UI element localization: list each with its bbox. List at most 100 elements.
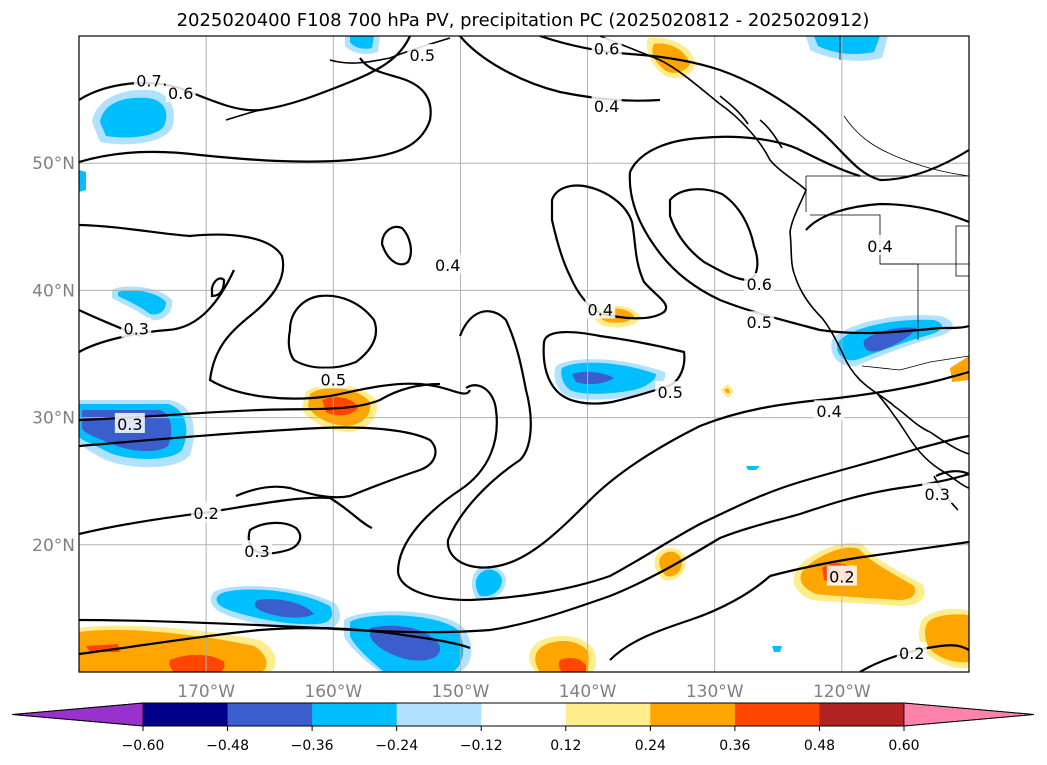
contour-label-halo: [318, 368, 349, 389]
contour-line: [210, 277, 226, 298]
colorbar-segment: [565, 703, 651, 726]
contour-line: [459, 36, 661, 102]
colorbar-tick-label: 0.12: [550, 738, 581, 754]
precip-neg-left-edge: [79, 170, 86, 192]
colorbar-segment: [143, 703, 229, 726]
contour-label: 0.5: [321, 370, 346, 389]
contour-label-halo: [407, 44, 438, 65]
contour-line: [859, 644, 969, 672]
contour-label-halo: [922, 482, 953, 503]
colorbar-segment: [227, 703, 313, 726]
contour-label: 0.4: [588, 300, 613, 319]
contour-label-halo: [114, 412, 145, 433]
contour-label: 0.4: [594, 97, 619, 116]
contour-label-halo: [432, 253, 463, 274]
contour-line: [769, 540, 969, 578]
contour-line: [79, 626, 471, 656]
colorbar-tick-label: −0.36: [291, 738, 334, 754]
contour-label-halo: [585, 298, 616, 319]
contour-label: 0.6: [168, 84, 193, 103]
contour-label-halo: [591, 94, 622, 115]
contour-label: 0.3: [117, 415, 142, 434]
precip-neg-aleutian-core: [100, 97, 167, 138]
contour-labels: 0.7 0.6 0.5 0.6 0.4 0.4 0.3 0.4 0.6 0.5 0.5 0.5 0.3 0…: [114, 37, 953, 663]
precip-shading: [79, 36, 969, 672]
contour-label: 0.2: [193, 504, 218, 523]
contour-label: 0.7: [136, 72, 161, 91]
contour-label-halo: [591, 37, 622, 58]
colorbar-segment: [481, 703, 567, 726]
contour-line: [396, 384, 498, 573]
colorbar-tick-label: 0.36: [719, 738, 750, 754]
colorbar-segment: [819, 703, 905, 726]
contour-label-halo: [242, 540, 272, 561]
contour-label: 0.4: [867, 237, 892, 256]
contour-label: 0.5: [657, 383, 682, 402]
lon-tick-label: 140°W: [559, 682, 617, 702]
map-frame: [78, 35, 970, 673]
colorbar-segment: [734, 703, 820, 726]
contour-line: [79, 57, 432, 164]
contour-label: 0.4: [816, 402, 841, 421]
contour-line: [550, 184, 668, 320]
colorbar-tick-label: −0.60: [122, 738, 165, 754]
contour-label-halo: [744, 311, 775, 332]
contour-line: [79, 223, 472, 400]
contour-line: [79, 426, 437, 499]
colorbar-tick-label: 0.24: [635, 738, 666, 754]
contour-label: 0.2: [829, 568, 854, 587]
contour-line: [628, 135, 861, 178]
contour-label-halo: [814, 400, 845, 421]
contour-line: [446, 310, 969, 569]
contour-label: 0.4: [435, 256, 460, 275]
contour-label-halo: [896, 641, 927, 662]
contour-label: 0.3: [924, 485, 949, 504]
colorbar: −0.60 −0.48 −0.36 −0.24 −0.12 0.12 0.24 0.36 0.4…: [11, 702, 1035, 754]
contour-line: [935, 470, 969, 477]
colorbar-segment: [650, 703, 736, 726]
contour-label-halo: [826, 565, 857, 586]
colorbar-segment: [396, 703, 482, 726]
contour-label: 0.6: [594, 40, 619, 59]
contour-line: [287, 294, 378, 369]
colorbar-tick-label: 0.48: [804, 738, 835, 754]
contour-label: 0.5: [746, 313, 771, 332]
precip-neg-small-125w: [746, 466, 760, 470]
contour-line: [380, 225, 412, 266]
contour-label: 0.6: [746, 275, 771, 294]
contour-label-halo: [744, 273, 775, 294]
lon-tick-label: 170°W: [177, 682, 235, 702]
latitude-tick-labels: 20°N 30°N 40°N 50°N: [32, 154, 75, 556]
contour-line: [668, 188, 759, 282]
contour-label: 0.3: [123, 320, 148, 339]
colorbar-tick-label: −0.48: [206, 738, 249, 754]
contour-line: [79, 382, 441, 422]
political-borders: [805, 36, 969, 371]
lon-tick-label: 120°W: [813, 682, 871, 702]
contour-line: [396, 434, 969, 602]
contour-label-halo: [165, 82, 196, 103]
colorbar-tick-label: 0.60: [888, 738, 919, 754]
contour-label-halo: [133, 69, 164, 90]
lon-tick-label: 160°W: [304, 682, 362, 702]
lat-tick-label: 30°N: [32, 409, 75, 429]
lat-tick-label: 40°N: [32, 281, 75, 301]
contour-label-halo: [121, 317, 152, 338]
contour-label-halo: [865, 234, 895, 255]
lon-tick-label: 150°W: [432, 682, 490, 702]
pv-contours: [79, 36, 969, 672]
contour-line: [79, 496, 373, 536]
contour-label-halo: [191, 502, 222, 522]
map-area: 0.7 0.6 0.5 0.6 0.4 0.4 0.3 0.4 0.6 0.5 0.5 0.5 0.3 0…: [79, 36, 969, 672]
contour-line: [539, 36, 969, 182]
colorbar-extend-low: [11, 702, 144, 727]
lat-tick-label: 20°N: [32, 536, 75, 556]
colorbar-extend-high: [903, 702, 1035, 727]
contour-label-halo: [655, 381, 686, 402]
contour-label: 0.3: [244, 542, 269, 561]
chart-title: 2025020400 F108 700 hPa PV, precipitatio…: [177, 10, 870, 31]
colorbar-segment: [312, 703, 398, 726]
colorbar-tick-label: −0.12: [460, 738, 503, 754]
lat-tick-label: 50°N: [32, 154, 75, 174]
